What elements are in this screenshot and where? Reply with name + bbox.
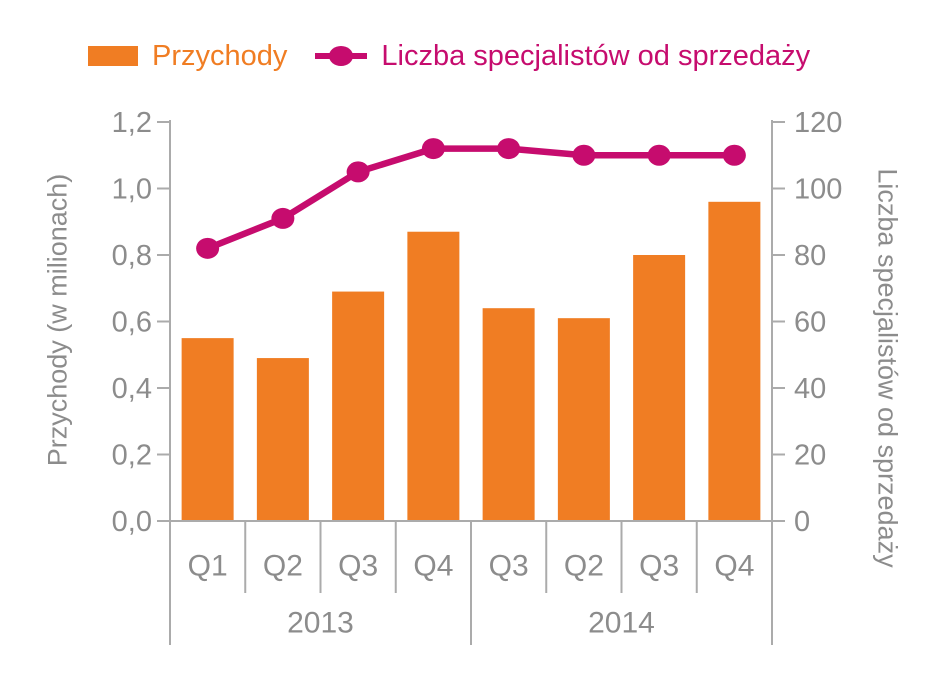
line-marker-0 [196,237,220,259]
bar-series-swatch [88,46,138,66]
line-marker-1 [271,207,295,229]
bar-q1-0 [181,338,234,521]
bar-q2-5 [557,318,610,521]
left-axis-tick-label: 1,0 [112,174,152,206]
x-axis-quarter-label: Q2 [263,550,303,583]
bar-q2-1 [256,358,309,521]
x-axis-quarter-label: Q3 [489,550,529,583]
bar-q4-3 [407,231,460,521]
bar-q3-4 [482,308,535,521]
bar-q3-2 [332,291,385,521]
right-axis-tick-label: 100 [794,174,842,206]
right-axis-tick-label: 0 [794,506,810,538]
x-axis-year-label: 2013 [287,607,354,640]
x-axis-quarter-label: Q4 [413,550,453,583]
legend-item-line: Liczba specjalistów od sprzedaży [315,36,810,76]
line-series-swatch [315,45,368,67]
left-axis-tick-label: 0,4 [112,373,152,405]
legend: Przychody Liczba specjalistów od sprzeda… [88,36,810,76]
line-marker-7 [722,144,746,166]
line-marker-3 [421,138,445,160]
line-marker-4 [497,138,521,160]
right-axis-title: Liczba specjalistów od sprzedaży [873,168,903,568]
line-series [204,145,738,252]
x-axis-quarter-label: Q3 [639,550,679,583]
x-axis-quarter-label: Q4 [714,550,754,583]
right-axis-tick-label: 120 [794,107,842,139]
x-axis-quarter-label: Q3 [338,550,378,583]
line-swatch-marker-icon [329,46,354,66]
left-axis-tick-label: 0,0 [112,506,152,538]
left-axis-tick-label: 1,2 [112,107,152,139]
left-axis-tick-label: 0,8 [112,240,152,272]
line-marker-2 [346,161,370,183]
legend-item-bars: Przychody [88,36,287,76]
line-marker-6 [647,144,671,166]
bar-q4-7 [708,201,761,522]
x-axis-quarter-label: Q2 [564,550,604,583]
x-axis-year-label: 2014 [588,607,655,640]
left-axis-tick-label: 0,6 [112,307,152,339]
legend-line-label: Liczba specjalistów od sprzedaży [381,40,811,72]
line-marker-5 [572,144,596,166]
right-axis-tick-label: 20 [794,440,826,472]
bar-q3-6 [633,255,686,521]
right-axis-tick-label: 80 [794,240,826,272]
right-axis-tick-label: 60 [794,307,826,339]
left-axis-title: Przychody (w milionach) [42,174,72,467]
x-axis-quarter-label: Q1 [188,550,228,583]
right-axis-tick-label: 40 [794,373,826,405]
legend-bar-label: Przychody [152,40,288,72]
left-axis-tick-label: 0,2 [112,440,152,472]
